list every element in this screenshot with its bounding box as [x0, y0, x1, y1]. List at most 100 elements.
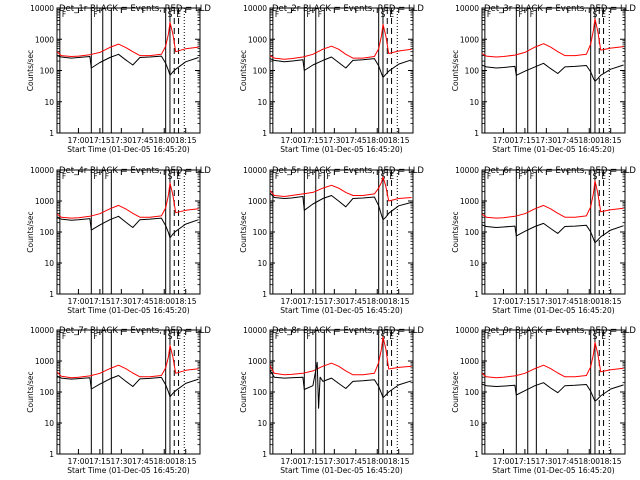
- lld-series-line: [56, 182, 199, 219]
- region-label: E: [389, 10, 394, 19]
- detector-panel-4: Det_4r BLACK = Events, RED = LLD 1 10 100 10…: [26, 166, 211, 315]
- y-tick-label: 1000: [35, 35, 54, 44]
- panel-title: Det_9r BLACK = Events, RED = LLD: [484, 326, 636, 336]
- region-label: S: [168, 172, 173, 181]
- region-label: S: [381, 10, 386, 19]
- x-axis-label: Start Time (01-Dec-05 16:45:20): [492, 145, 614, 154]
- y-axis-label: Counts/sec: [26, 371, 35, 412]
- x-axis-label: Start Time (01-Dec-05 16:45:20): [280, 466, 402, 475]
- detector-panel-8: Det_8r BLACK = Events, RED = LLD 1 10 100 10…: [239, 326, 424, 475]
- panel-title: Det_4r BLACK = Events, RED = LLD: [59, 166, 211, 176]
- x-tick-label: 18:15: [600, 136, 622, 145]
- x-tick-label: 17:30: [536, 457, 558, 466]
- events-series-line: [481, 62, 624, 82]
- y-tick-label: 1000: [248, 357, 267, 366]
- y-tick-label: 10: [257, 98, 267, 107]
- panel-title: Det_2r BLACK = Events, RED = LLD: [272, 4, 424, 14]
- x-tick-label: 18:00: [578, 297, 600, 306]
- x-tick-label: 18:00: [578, 136, 600, 145]
- region-label: F: [306, 332, 310, 341]
- x-tick-label: 17:30: [324, 297, 346, 306]
- region-label: E: [176, 172, 181, 181]
- y-tick-label: 100: [253, 67, 268, 76]
- x-axis-label: Start Time (01-Dec-05 16:45:20): [67, 145, 189, 154]
- y-tick-label: 1: [262, 290, 267, 299]
- y-tick-label: 10: [44, 259, 54, 268]
- y-tick-label: 100: [465, 228, 480, 237]
- region-label: F: [105, 172, 109, 181]
- region-label: F: [62, 172, 66, 181]
- region-label: F: [318, 172, 322, 181]
- region-label: E: [176, 332, 181, 341]
- x-tick-label: 17:15: [514, 457, 536, 466]
- y-axis-label: Counts/sec: [239, 211, 248, 252]
- y-tick-label: 10000: [30, 326, 54, 335]
- region-label: F: [93, 172, 97, 181]
- x-tick-label: 17:15: [302, 136, 324, 145]
- x-tick-label: 17:45: [345, 136, 367, 145]
- region-label: S: [593, 172, 598, 181]
- panel-title: Det_5r BLACK = Events, RED = LLD: [272, 166, 424, 176]
- x-tick-label: 18:15: [388, 457, 410, 466]
- panel-title: Det_8r BLACK = Events, RED = LLD: [272, 326, 424, 336]
- y-tick-label: 10: [44, 98, 54, 107]
- x-tick-label: 17:15: [89, 297, 111, 306]
- panel-title: Det_1r BLACK = Events, RED = LLD: [59, 4, 211, 14]
- region-label: F: [518, 172, 522, 181]
- y-tick-label: 10000: [243, 4, 267, 13]
- detector-panel-5: Det_5r BLACK = Events, RED = LLD 1 10 100 10…: [239, 166, 424, 315]
- region-label: S: [593, 332, 598, 341]
- x-tick-label: 17:00: [281, 457, 303, 466]
- x-axis-label: Start Time (01-Dec-05 16:45:20): [492, 466, 614, 475]
- x-tick-label: 17:45: [557, 136, 579, 145]
- y-tick-label: 100: [253, 388, 268, 397]
- x-tick-label: 17:15: [302, 457, 324, 466]
- x-axis-label: Start Time (01-Dec-05 16:45:20): [280, 145, 402, 154]
- events-series-line: [481, 382, 624, 402]
- y-axis-label: Counts/sec: [451, 50, 460, 91]
- y-tick-label: 1000: [35, 357, 54, 366]
- events-series-line: [269, 361, 412, 409]
- events-series-line: [481, 222, 624, 244]
- x-tick-label: 18:00: [153, 457, 175, 466]
- y-tick-label: 10000: [243, 326, 267, 335]
- region-label: F: [487, 172, 491, 181]
- y-tick-label: 100: [40, 67, 55, 76]
- x-tick-label: 17:30: [536, 297, 558, 306]
- x-tick-label: 17:00: [68, 457, 90, 466]
- lld-series-line: [269, 336, 412, 376]
- y-tick-label: 100: [253, 228, 268, 237]
- region-label: F: [93, 332, 97, 341]
- y-tick-label: 10000: [455, 326, 479, 335]
- x-tick-label: 18:15: [600, 457, 622, 466]
- y-tick-label: 10: [469, 98, 479, 107]
- x-axis-label: Start Time (01-Dec-05 16:45:20): [280, 306, 402, 315]
- region-label: F: [306, 10, 310, 19]
- y-tick-label: 1000: [460, 197, 479, 206]
- x-tick-label: 17:45: [132, 457, 154, 466]
- y-axis-label: Counts/sec: [239, 371, 248, 412]
- x-tick-label: 17:45: [132, 297, 154, 306]
- region-label: F: [530, 332, 534, 341]
- x-tick-label: 18:15: [388, 297, 410, 306]
- lld-series-line: [481, 18, 624, 58]
- region-label: S: [168, 332, 173, 341]
- x-tick-label: 18:15: [600, 297, 622, 306]
- x-tick-label: 17:00: [493, 457, 515, 466]
- y-axis-label: Counts/sec: [26, 50, 35, 91]
- region-label: F: [62, 332, 66, 341]
- detector-panel-2: Det_2r BLACK = Events, RED = LLD 1 10 100 10…: [239, 4, 424, 154]
- x-tick-label: 17:15: [302, 297, 324, 306]
- region-label: E: [389, 332, 394, 341]
- y-tick-label: 1: [474, 450, 479, 459]
- x-tick-label: 17:30: [111, 297, 133, 306]
- x-tick-label: 17:15: [89, 457, 111, 466]
- y-tick-label: 10000: [30, 166, 54, 175]
- lld-series-line: [56, 21, 199, 57]
- events-series-line: [269, 56, 412, 78]
- region-label: F: [487, 332, 491, 341]
- y-tick-label: 100: [465, 388, 480, 397]
- x-tick-label: 18:15: [175, 297, 197, 306]
- detector-panel-6: Det_6r BLACK = Events, RED = LLD 1 10 100 10…: [451, 166, 636, 315]
- y-tick-label: 10000: [243, 166, 267, 175]
